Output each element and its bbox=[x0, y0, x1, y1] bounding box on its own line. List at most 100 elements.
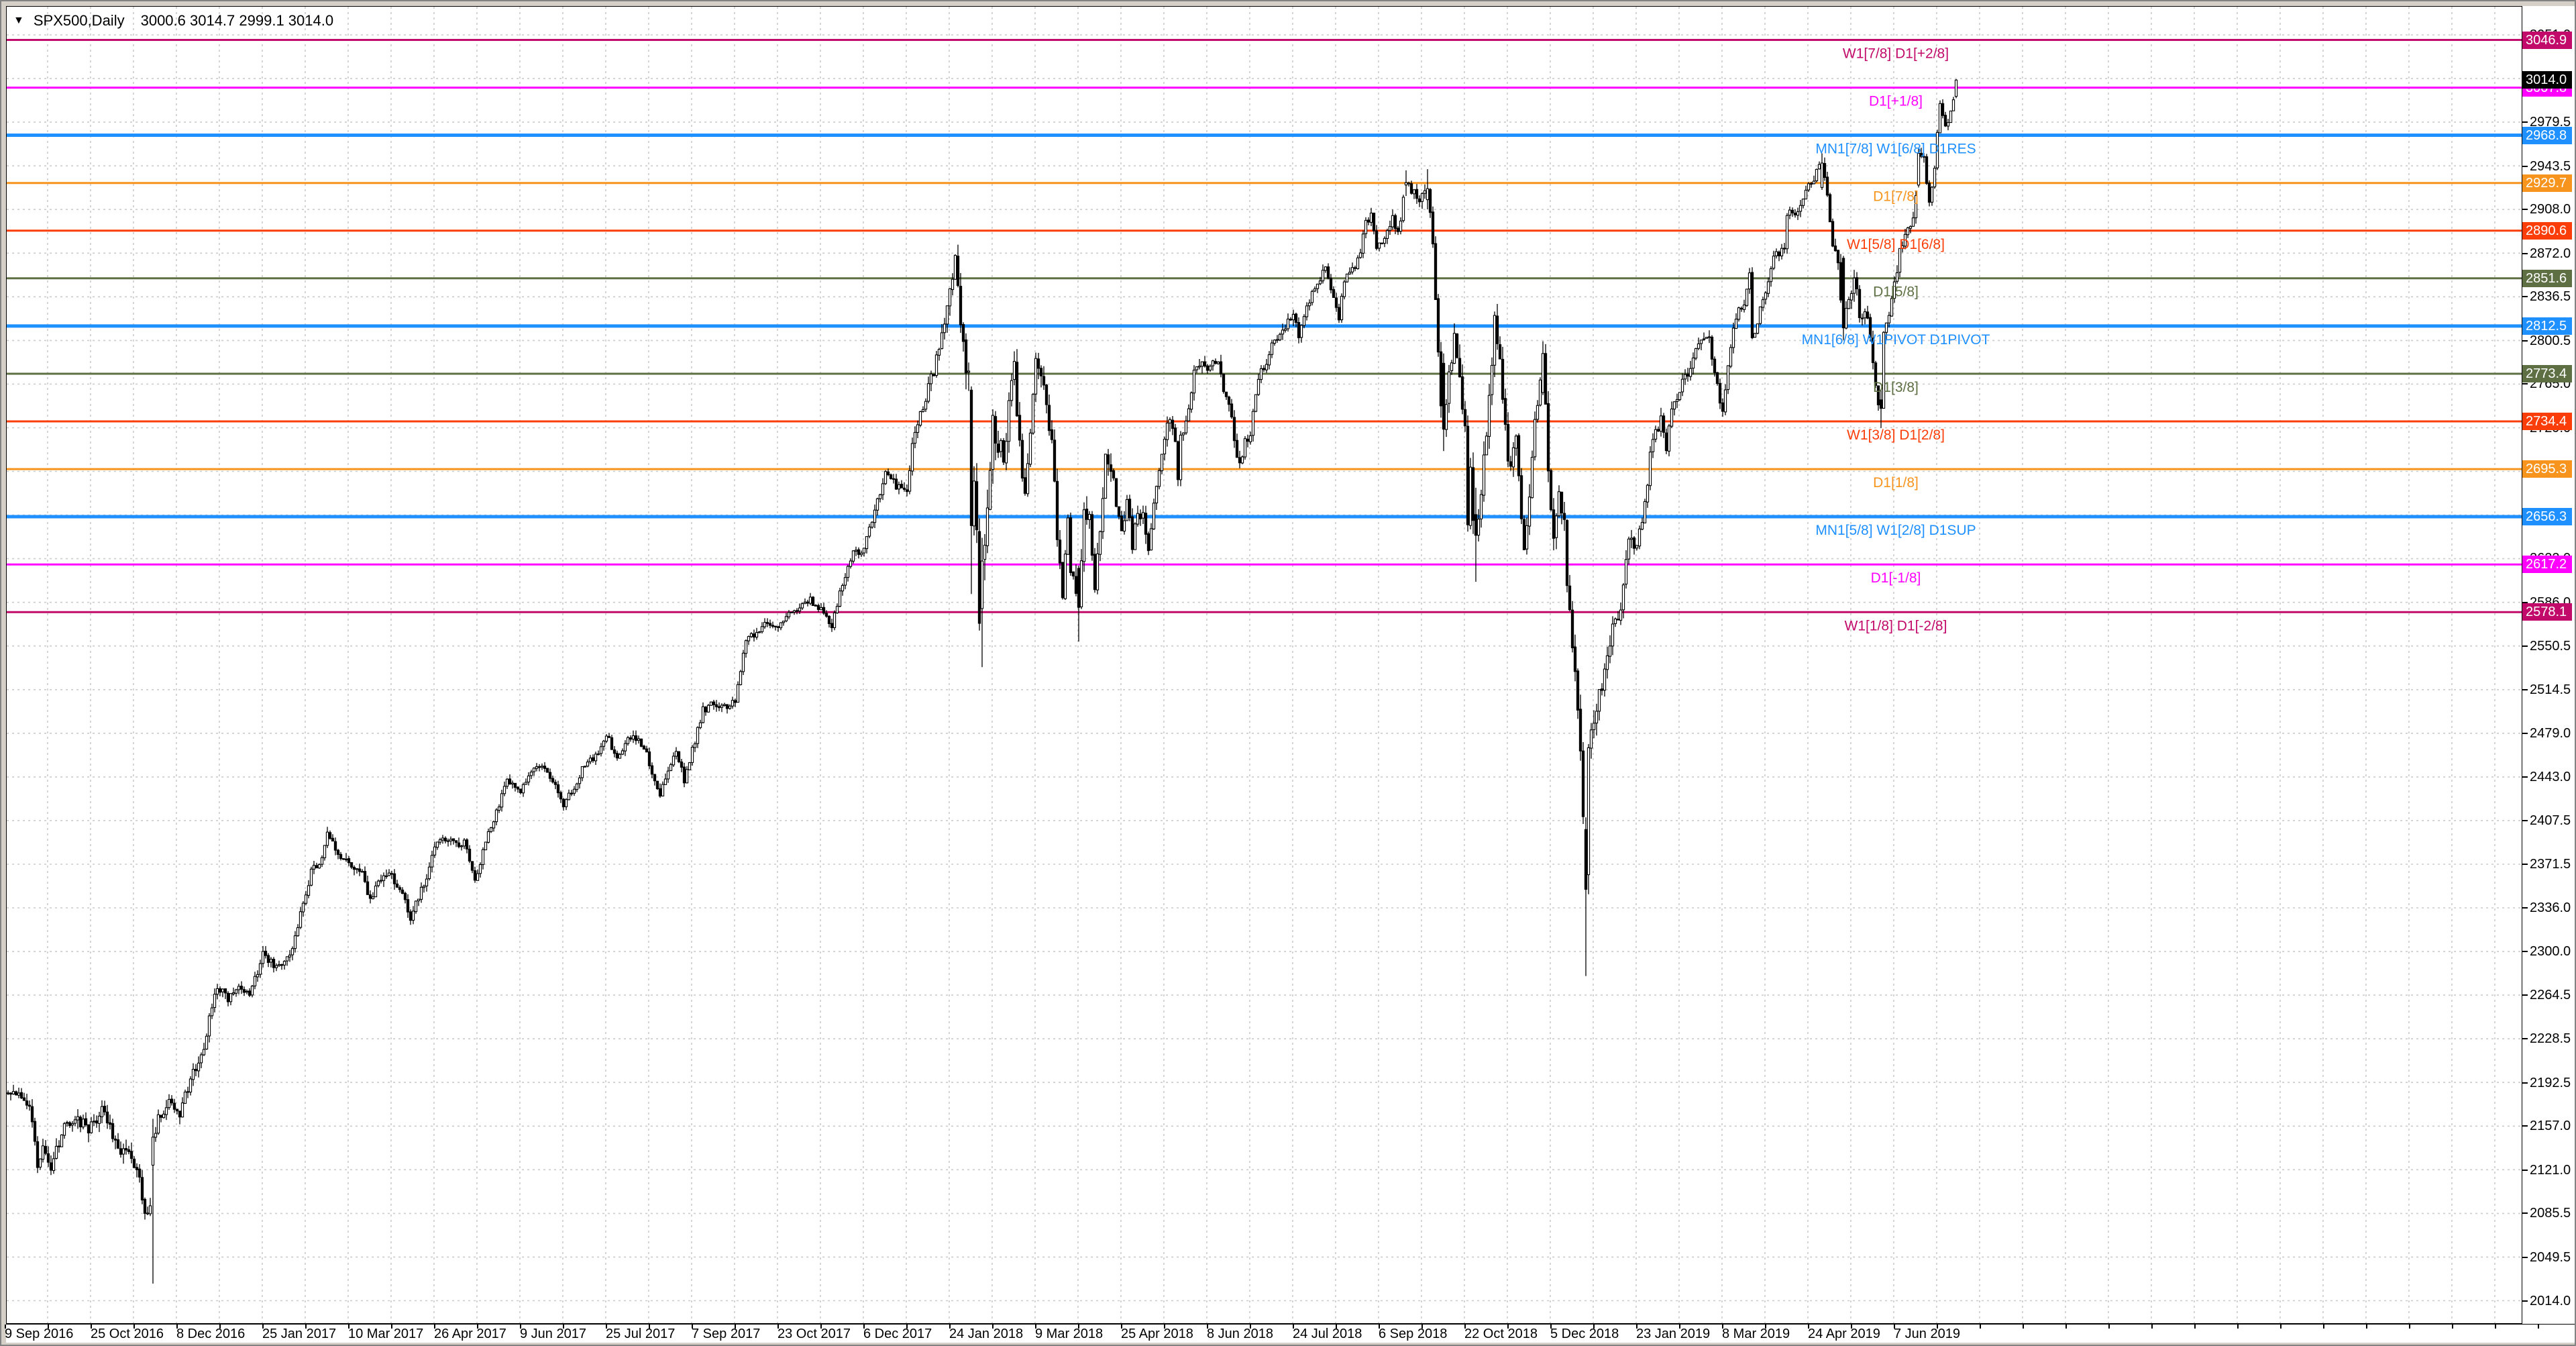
time-tick-label: 9 Sep 2016 bbox=[5, 1327, 74, 1341]
time-tick-mark bbox=[1980, 1325, 1981, 1329]
svg-text:D1[1/8]: D1[1/8] bbox=[1873, 475, 1919, 490]
time-tick-mark bbox=[477, 1325, 478, 1329]
price-scale[interactable]: 3051.03015.02979.52943.52908.02872.02836… bbox=[2522, 6, 2575, 1324]
time-tick-mark bbox=[262, 1325, 264, 1329]
price-tick-label: 2192.5 bbox=[2530, 1075, 2571, 1090]
time-tick-mark bbox=[1550, 1325, 1552, 1329]
time-tick-label: 7 Jun 2019 bbox=[1894, 1327, 1960, 1341]
ohlc-values: 3000.6 3014.7 2999.1 3014.0 bbox=[140, 12, 334, 29]
time-tick-mark bbox=[520, 1325, 521, 1329]
time-tick-mark bbox=[1250, 1325, 1251, 1329]
time-tick-label: 25 Jan 2017 bbox=[262, 1327, 337, 1341]
price-tick-label: 2407.5 bbox=[2530, 813, 2571, 828]
time-tick-mark bbox=[1379, 1325, 1380, 1329]
time-tick-mark bbox=[1679, 1325, 1680, 1329]
price-tick-mark bbox=[2522, 1125, 2528, 1127]
price-tick-label: 2264.5 bbox=[2530, 987, 2571, 1002]
time-tick-label: 25 Jul 2017 bbox=[606, 1327, 676, 1341]
price-tick-mark bbox=[2522, 1038, 2528, 1040]
time-tick-mark bbox=[1808, 1325, 1809, 1329]
level-price-badge: 2968.8 bbox=[2522, 126, 2572, 144]
price-tick-label: 2085.5 bbox=[2530, 1206, 2571, 1221]
price-tick-mark bbox=[2522, 1212, 2528, 1214]
time-tick-mark bbox=[434, 1325, 435, 1329]
time-tick-mark bbox=[1421, 1325, 1423, 1329]
symbol-timeframe-label: SPX500,Daily bbox=[33, 12, 125, 29]
level-price-badge: 2773.4 bbox=[2522, 365, 2572, 382]
level-price-badge: 2890.6 bbox=[2522, 221, 2572, 240]
time-tick-label: 5 Dec 2018 bbox=[1550, 1327, 1619, 1341]
candlestick-chart[interactable]: W1[7/8] D1[+2/8] D1[+1/8] MN1[7/8] W1[6/8]… bbox=[7, 7, 2522, 1323]
time-tick-mark bbox=[1894, 1325, 1895, 1329]
time-tick-label: 26 Apr 2017 bbox=[434, 1327, 506, 1341]
price-tick-mark bbox=[2522, 645, 2528, 647]
price-tick-label: 2800.5 bbox=[2530, 333, 2571, 348]
svg-text:W1[1/8] D1[-2/8]: W1[1/8] D1[-2/8] bbox=[1845, 618, 1947, 633]
time-tick-label: 23 Jan 2019 bbox=[1636, 1327, 1711, 1341]
time-tick-mark bbox=[1937, 1325, 1938, 1329]
price-tick-label: 2443.0 bbox=[2530, 770, 2571, 785]
time-tick-mark bbox=[1722, 1325, 1723, 1329]
time-tick-mark bbox=[1851, 1325, 1852, 1329]
time-tick-mark bbox=[1336, 1325, 1337, 1329]
time-tick-mark bbox=[992, 1325, 994, 1329]
price-tick-mark bbox=[2522, 165, 2528, 167]
time-tick-label: 24 Apr 2019 bbox=[1808, 1327, 1880, 1341]
time-tick-label: 24 Jul 2018 bbox=[1293, 1327, 1362, 1341]
svg-text:W1[7/8] D1[+2/8]: W1[7/8] D1[+2/8] bbox=[1843, 46, 1949, 62]
symbol-dropdown-icon[interactable]: ▼ bbox=[13, 15, 24, 26]
price-tick-label: 2371.5 bbox=[2530, 857, 2571, 872]
level-price-badge: 2578.1 bbox=[2522, 603, 2572, 621]
time-tick-mark bbox=[777, 1325, 779, 1329]
level-labels: W1[7/8] D1[+2/8] D1[+1/8] MN1[7/8] W1[6/8]… bbox=[1802, 46, 1990, 634]
price-tick-label: 2872.0 bbox=[2530, 246, 2571, 261]
time-tick-mark bbox=[2237, 1325, 2239, 1329]
svg-text:D1[3/8]: D1[3/8] bbox=[1873, 380, 1919, 395]
level-price-badge: 2929.7 bbox=[2522, 174, 2572, 192]
time-tick-mark bbox=[1035, 1325, 1036, 1329]
price-tick-label: 2049.5 bbox=[2530, 1249, 2571, 1265]
time-tick-label: 24 Jan 2018 bbox=[949, 1327, 1024, 1341]
candle-series bbox=[7, 79, 1958, 1284]
current-price-badge: 3014.0 bbox=[2522, 71, 2572, 89]
time-tick-mark bbox=[133, 1325, 135, 1329]
time-tick-label: 25 Apr 2018 bbox=[1121, 1327, 1193, 1341]
time-tick-mark bbox=[949, 1325, 951, 1329]
time-tick-mark bbox=[1164, 1325, 1165, 1329]
level-price-badge: 2617.2 bbox=[2522, 556, 2572, 574]
time-tick-mark bbox=[1207, 1325, 1208, 1329]
price-tick-label: 2836.5 bbox=[2530, 289, 2571, 305]
time-tick-mark bbox=[91, 1325, 92, 1329]
time-tick-mark bbox=[1593, 1325, 1595, 1329]
time-tick-mark bbox=[391, 1325, 392, 1329]
price-tick-label: 2943.5 bbox=[2530, 158, 2571, 174]
svg-text:W1[3/8] D1[2/8]: W1[3/8] D1[2/8] bbox=[1847, 427, 1945, 443]
svg-text:D1[5/8]: D1[5/8] bbox=[1873, 284, 1919, 300]
price-tick-mark bbox=[2522, 776, 2528, 778]
chart-plot-area[interactable]: W1[7/8] D1[+2/8] D1[+1/8] MN1[7/8] W1[6/8]… bbox=[6, 6, 2522, 1324]
chart-title-bar: ▼ SPX500,Daily 3000.6 3014.7 2999.1 3014… bbox=[13, 12, 333, 30]
time-scale[interactable]: 9 Sep 2016 25 Oct 2016 8 Dec 2016 25 Jan 20… bbox=[5, 1324, 2575, 1343]
time-tick-mark bbox=[2452, 1325, 2453, 1329]
price-tick-mark bbox=[2522, 1256, 2528, 1258]
time-tick-mark bbox=[906, 1325, 908, 1329]
time-tick-mark bbox=[692, 1325, 693, 1329]
time-tick-label: 10 Mar 2017 bbox=[348, 1327, 424, 1341]
time-tick-mark bbox=[1464, 1325, 1466, 1329]
price-tick-label: 2228.5 bbox=[2530, 1031, 2571, 1047]
price-tick-mark bbox=[2522, 209, 2528, 211]
time-tick-mark bbox=[2280, 1325, 2282, 1329]
time-tick-mark bbox=[735, 1325, 736, 1329]
time-tick-mark bbox=[48, 1325, 49, 1329]
level-price-badge: 2656.3 bbox=[2522, 508, 2572, 525]
price-tick-mark bbox=[2522, 864, 2528, 866]
time-tick-label: 9 Jun 2017 bbox=[520, 1327, 586, 1341]
time-tick-mark bbox=[1078, 1325, 1079, 1329]
level-price-badge: 3046.9 bbox=[2522, 31, 2572, 49]
svg-text:D1[+1/8]: D1[+1/8] bbox=[1869, 94, 1923, 109]
time-tick-mark bbox=[563, 1325, 564, 1329]
svg-text:MN1[6/8] W1PIVOT D1PIVOT: MN1[6/8] W1PIVOT D1PIVOT bbox=[1802, 332, 1990, 348]
time-tick-mark bbox=[2323, 1325, 2324, 1329]
time-tick-label: 8 Mar 2019 bbox=[1722, 1327, 1790, 1341]
